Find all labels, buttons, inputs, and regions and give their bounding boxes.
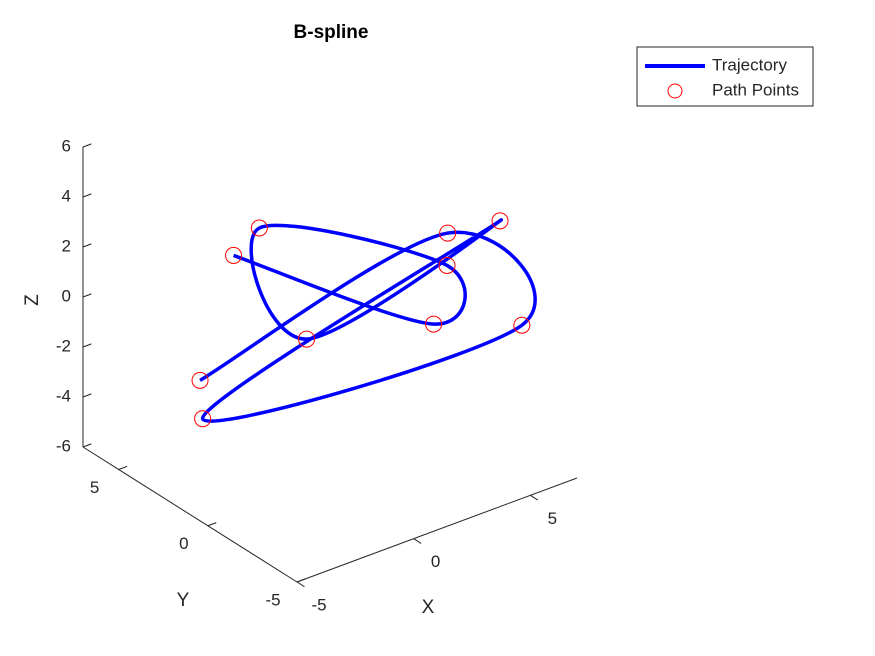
legend-label: Path Points bbox=[712, 80, 799, 99]
x-tick bbox=[413, 538, 422, 544]
path-point bbox=[194, 410, 212, 428]
z-tick-label: 6 bbox=[62, 136, 71, 155]
path-point bbox=[425, 315, 443, 333]
z-tick-label: 0 bbox=[62, 286, 71, 305]
legend-label: Trajectory bbox=[712, 55, 787, 74]
z-tick-label: 2 bbox=[62, 236, 71, 255]
x-tick bbox=[530, 494, 539, 501]
y-tick bbox=[207, 522, 217, 527]
z-tick bbox=[82, 143, 92, 148]
z-tick bbox=[82, 343, 92, 348]
y-tick bbox=[296, 578, 306, 583]
trajectory bbox=[199, 218, 537, 423]
path-point bbox=[225, 246, 243, 264]
z-tick bbox=[82, 293, 92, 298]
y-tick-label: -5 bbox=[265, 590, 280, 609]
z-tick-label: -2 bbox=[56, 336, 71, 355]
z-tick bbox=[82, 193, 92, 198]
z-tick-label: -4 bbox=[56, 386, 71, 405]
path-point bbox=[491, 212, 509, 230]
path-point bbox=[250, 219, 268, 237]
z-tick-label: -6 bbox=[56, 436, 71, 455]
x-axis-label: X bbox=[422, 597, 435, 618]
x-tick-label: 5 bbox=[548, 509, 557, 528]
legend-marker bbox=[667, 83, 683, 99]
path-point bbox=[191, 371, 209, 389]
path-point bbox=[513, 316, 531, 334]
legend-box bbox=[636, 46, 814, 107]
z-axis-label: Z bbox=[22, 294, 43, 306]
path-point bbox=[439, 224, 457, 242]
z-tick bbox=[82, 443, 92, 448]
x-tick-label: 0 bbox=[431, 552, 440, 571]
x-tick bbox=[296, 581, 305, 588]
y-tick-label: 0 bbox=[179, 534, 188, 553]
path-point bbox=[438, 256, 456, 274]
chart-title: B-spline bbox=[294, 22, 369, 43]
y-tick-label: 5 bbox=[90, 478, 99, 497]
y-axis-label: Y bbox=[177, 590, 190, 611]
z-tick bbox=[82, 243, 92, 248]
x-tick-label: -5 bbox=[311, 595, 326, 614]
z-tick bbox=[82, 393, 92, 398]
z-tick-label: 4 bbox=[62, 186, 71, 205]
path-point bbox=[298, 330, 316, 348]
legend: Trajectory Path Points bbox=[636, 46, 814, 107]
y-tick bbox=[118, 465, 128, 470]
